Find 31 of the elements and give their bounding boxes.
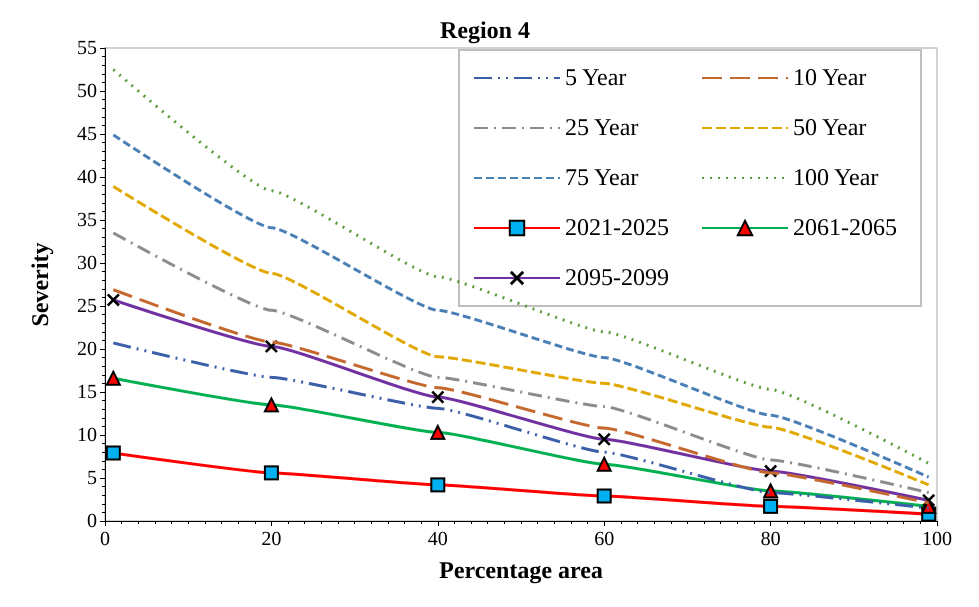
x-tick-label: 60 xyxy=(594,528,614,550)
line-series xyxy=(112,68,930,465)
legend-label: 50 Year xyxy=(793,115,866,141)
legend-label: 2021-2025 xyxy=(565,215,669,241)
chart-title: Region 4 xyxy=(440,18,530,44)
y-tick-label: 15 xyxy=(77,381,97,403)
y-tick-label: 30 xyxy=(77,252,97,274)
y-tick-label: 55 xyxy=(77,37,97,59)
y-tick-label: 35 xyxy=(77,209,97,231)
y-tick-label: 40 xyxy=(77,166,97,188)
legend-label: 75 Year xyxy=(565,165,638,191)
y-tick-label: 5 xyxy=(87,467,97,489)
legend-label: 2095-2099 xyxy=(565,265,669,291)
legend-label: 2061-2065 xyxy=(793,215,897,241)
x-tick-label: 40 xyxy=(428,528,448,550)
y-tick-label: 25 xyxy=(77,295,97,317)
y-tick-label: 20 xyxy=(77,338,97,360)
legend-label: 25 Year xyxy=(565,115,638,141)
y-tick-label: 10 xyxy=(77,424,97,446)
y-tick-label: 0 xyxy=(87,510,97,532)
legend-label: 10 Year xyxy=(793,65,866,91)
line-series xyxy=(112,184,930,486)
x-axis-title: Percentage area xyxy=(439,558,603,584)
x-tick-label: 80 xyxy=(760,528,781,550)
legend-label: 5 Year xyxy=(565,65,626,91)
x-tick-label: 20 xyxy=(261,528,282,550)
y-tick-label: 50 xyxy=(77,80,97,102)
y-axis-title: Severity xyxy=(28,242,54,326)
y-tick-label: 45 xyxy=(77,123,97,145)
x-tick-label: 100 xyxy=(922,528,952,550)
legend-label: 100 Year xyxy=(793,165,878,191)
